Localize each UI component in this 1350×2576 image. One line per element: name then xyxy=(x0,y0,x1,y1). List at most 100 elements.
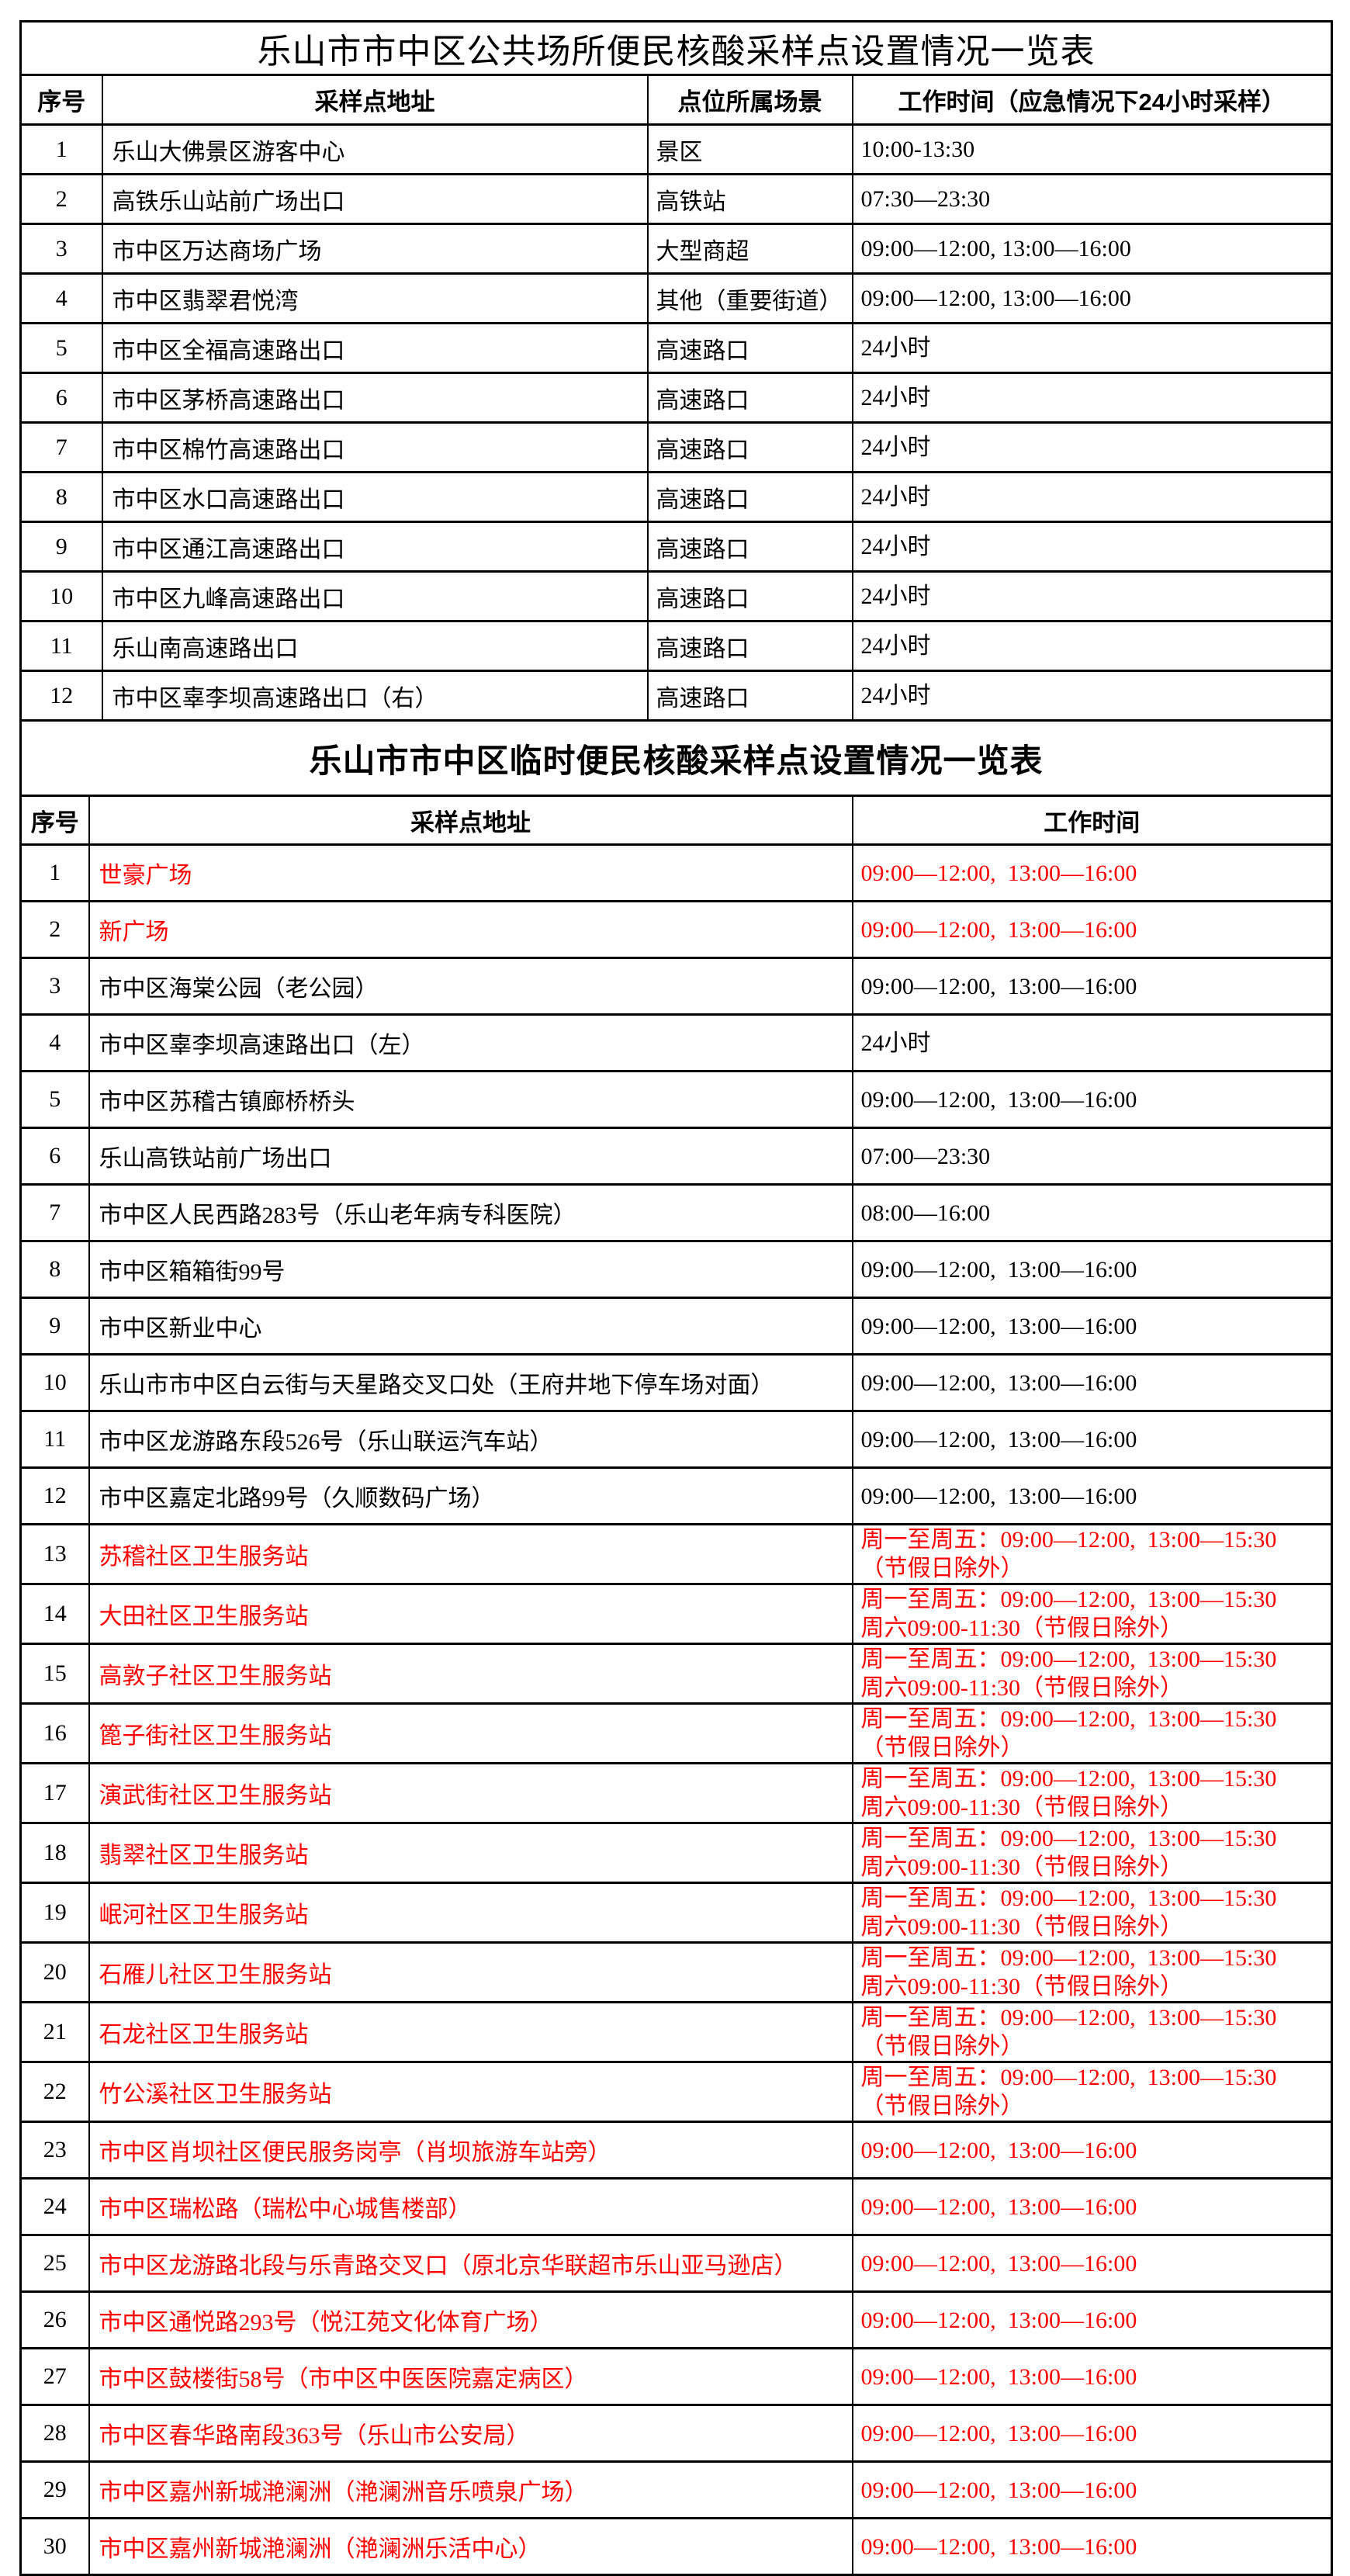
row-index: 9 xyxy=(19,1297,90,1356)
row-index: 10 xyxy=(19,1353,90,1412)
row-address: 市中区新业中心 xyxy=(88,1297,853,1356)
row-index: 7 xyxy=(19,1183,90,1242)
table-row: 12 市中区嘉定北路99号（久顺数码广场） 09:00—12:00, 13:00… xyxy=(19,1466,1333,1525)
table-row: 1 世豪广场 09:00—12:00, 13:00—16:00 xyxy=(19,843,1333,902)
row-hours: 09:00—12:00, 13:00—16:00 xyxy=(851,2460,1333,2519)
row-hours: 24小时 xyxy=(851,421,1333,473)
row-hours: 09:00—12:00, 13:00—16:00 xyxy=(851,843,1333,902)
row-index: 8 xyxy=(19,1240,90,1299)
row-hours: 09:00—12:00, 13:00—16:00 xyxy=(851,957,1333,1016)
table-row: 5 市中区苏稽古镇廊桥桥头 09:00—12:00, 13:00—16:00 xyxy=(19,1070,1333,1129)
row-index: 12 xyxy=(19,670,103,722)
row-scene: 高铁站 xyxy=(646,173,853,225)
row-index: 16 xyxy=(19,1702,90,1764)
row-hours: 周一至周五：09:00—12:00, 13:00—15:30 （节假日除外） xyxy=(851,1702,1333,1764)
row-index: 6 xyxy=(19,1127,90,1186)
row-index: 21 xyxy=(19,2001,90,2063)
row-hours: 09:00—12:00, 13:00—16:00 xyxy=(851,2517,1333,2576)
row-address: 市中区通江高速路出口 xyxy=(101,521,649,573)
row-scene: 高速路口 xyxy=(646,322,853,374)
table-row: 4 市中区翡翠君悦湾 其他（重要街道） 09:00—12:00, 13:00—1… xyxy=(19,272,1333,324)
row-hours: 24小时 xyxy=(851,521,1333,573)
row-index: 8 xyxy=(19,471,103,523)
row-hours: 07:30—23:30 xyxy=(851,173,1333,225)
row-index: 3 xyxy=(19,223,103,275)
row-index: 23 xyxy=(19,2121,90,2180)
row-address: 市中区箱箱街99号 xyxy=(88,1240,853,1299)
column-header-index: 序号 xyxy=(19,795,90,846)
row-hours: 周一至周五：09:00—12:00, 13:00—15:30 周六09:00-1… xyxy=(851,1643,1333,1705)
table-row: 13 苏稽社区卫生服务站 周一至周五：09:00—12:00, 13:00—15… xyxy=(19,1523,1333,1585)
row-hours: 09:00—12:00, 13:00—16:00 xyxy=(851,1410,1333,1469)
row-index: 11 xyxy=(19,1410,90,1469)
row-scene: 高速路口 xyxy=(646,471,853,523)
column-header-hours: 工作时间 xyxy=(851,795,1333,846)
row-scene: 高速路口 xyxy=(646,670,853,722)
row-address: 市中区瑞松路（瑞松中心城售楼部） xyxy=(88,2177,853,2236)
row-hours: 周一至周五：09:00—12:00, 13:00—15:30 周六09:00-1… xyxy=(851,1941,1333,2003)
row-hours: 09:00—12:00, 13:00—16:00 xyxy=(851,1353,1333,1412)
row-hours: 09:00—12:00, 13:00—16:00 xyxy=(851,1070,1333,1129)
table-row: 2 新广场 09:00—12:00, 13:00—16:00 xyxy=(19,900,1333,959)
row-scene: 高速路口 xyxy=(646,521,853,573)
row-address: 市中区人民西路283号（乐山老年病专科医院） xyxy=(88,1183,853,1242)
row-hours: 24小时 xyxy=(851,670,1333,722)
row-index: 3 xyxy=(19,957,90,1016)
row-index: 9 xyxy=(19,521,103,573)
table-row: 9 市中区通江高速路出口 高速路口 24小时 xyxy=(19,521,1333,573)
row-hours: 周一至周五：09:00—12:00, 13:00—15:30 周六09:00-1… xyxy=(851,1583,1333,1645)
table-row: 4 市中区辜李坝高速路出口（左） 24小时 xyxy=(19,1013,1333,1072)
row-hours: 09:00—12:00, 13:00—16:00 xyxy=(851,2347,1333,2406)
row-address: 市中区辜李坝高速路出口（右） xyxy=(101,670,649,722)
row-address: 翡翠社区卫生服务站 xyxy=(88,1822,853,1884)
row-address: 大田社区卫生服务站 xyxy=(88,1583,853,1645)
row-index: 30 xyxy=(19,2517,90,2576)
row-index: 26 xyxy=(19,2290,90,2349)
row-hours: 24小时 xyxy=(851,372,1333,424)
table-row: 8 市中区水口高速路出口 高速路口 24小时 xyxy=(19,471,1333,523)
row-hours: 09:00—12:00, 13:00—16:00 xyxy=(851,1297,1333,1356)
row-hours: 周一至周五：09:00—12:00, 13:00—15:30 （节假日除外） xyxy=(851,1523,1333,1585)
table-row: 25 市中区龙游路北段与乐青路交叉口（原北京华联超市乐山亚马逊店） 09:00—… xyxy=(19,2234,1333,2293)
column-header-address: 采样点地址 xyxy=(88,795,853,846)
row-address: 市中区棉竹高速路出口 xyxy=(101,421,649,473)
row-address: 市中区辜李坝高速路出口（左） xyxy=(88,1013,853,1072)
row-index: 6 xyxy=(19,372,103,424)
table-row: 30 市中区嘉州新城滟澜洲（滟澜洲乐活中心） 09:00—12:00, 13:0… xyxy=(19,2517,1333,2576)
table-row: 3 市中区万达商场广场 大型商超 09:00—12:00, 13:00—16:0… xyxy=(19,223,1333,275)
row-address: 市中区龙游路东段526号（乐山联运汽车站） xyxy=(88,1410,853,1469)
row-index: 13 xyxy=(19,1523,90,1585)
table-row: 27 市中区鼓楼街58号（市中区中医医院嘉定病区） 09:00—12:00, 1… xyxy=(19,2347,1333,2406)
row-address: 市中区九峰高速路出口 xyxy=(101,570,649,622)
row-address: 石雁儿社区卫生服务站 xyxy=(88,1941,853,2003)
row-index: 4 xyxy=(19,1013,90,1072)
temporary-sites-body: 1 世豪广场 09:00—12:00, 13:00—16:00 2 新广场 09… xyxy=(19,843,1333,2576)
row-hours: 24小时 xyxy=(851,1013,1333,1072)
table-row: 24 市中区瑞松路（瑞松中心城售楼部） 09:00—12:00, 13:00—1… xyxy=(19,2177,1333,2236)
row-address: 乐山大佛景区游客中心 xyxy=(101,123,649,175)
row-address: 市中区鼓楼街58号（市中区中医医院嘉定病区） xyxy=(88,2347,853,2406)
row-address: 市中区龙游路北段与乐青路交叉口（原北京华联超市乐山亚马逊店） xyxy=(88,2234,853,2293)
row-address: 市中区嘉州新城滟澜洲（滟澜洲乐活中心） xyxy=(88,2517,853,2576)
row-address: 市中区通悦路293号（悦江苑文化体育广场） xyxy=(88,2290,853,2349)
row-scene: 高速路口 xyxy=(646,570,853,622)
table-row: 20 石雁儿社区卫生服务站 周一至周五：09:00—12:00, 13:00—1… xyxy=(19,1941,1333,2003)
table-row: 7 市中区棉竹高速路出口 高速路口 24小时 xyxy=(19,421,1333,473)
row-index: 7 xyxy=(19,421,103,473)
column-header-index: 序号 xyxy=(19,74,103,126)
row-index: 18 xyxy=(19,1822,90,1884)
table-row: 17 演武街社区卫生服务站 周一至周五：09:00—12:00, 13:00—1… xyxy=(19,1762,1333,1824)
row-index: 25 xyxy=(19,2234,90,2293)
column-header-address: 采样点地址 xyxy=(101,74,649,126)
table-row: 9 市中区新业中心 09:00—12:00, 13:00—16:00 xyxy=(19,1297,1333,1356)
row-index: 15 xyxy=(19,1643,90,1705)
row-address: 市中区万达商场广场 xyxy=(101,223,649,275)
table-row: 5 市中区全福高速路出口 高速路口 24小时 xyxy=(19,322,1333,374)
row-scene: 其他（重要街道） xyxy=(646,272,853,324)
table-row: 6 市中区茅桥高速路出口 高速路口 24小时 xyxy=(19,372,1333,424)
row-hours: 09:00—12:00, 13:00—16:00 xyxy=(851,2234,1333,2293)
row-index: 11 xyxy=(19,620,103,672)
row-index: 20 xyxy=(19,1941,90,2003)
public-sites-table-title: 乐山市市中区公共场所便民核酸采样点设置情况一览表 xyxy=(19,20,1333,76)
row-hours: 周一至周五：09:00—12:00, 13:00—15:30 周六09:00-1… xyxy=(851,1882,1333,1944)
